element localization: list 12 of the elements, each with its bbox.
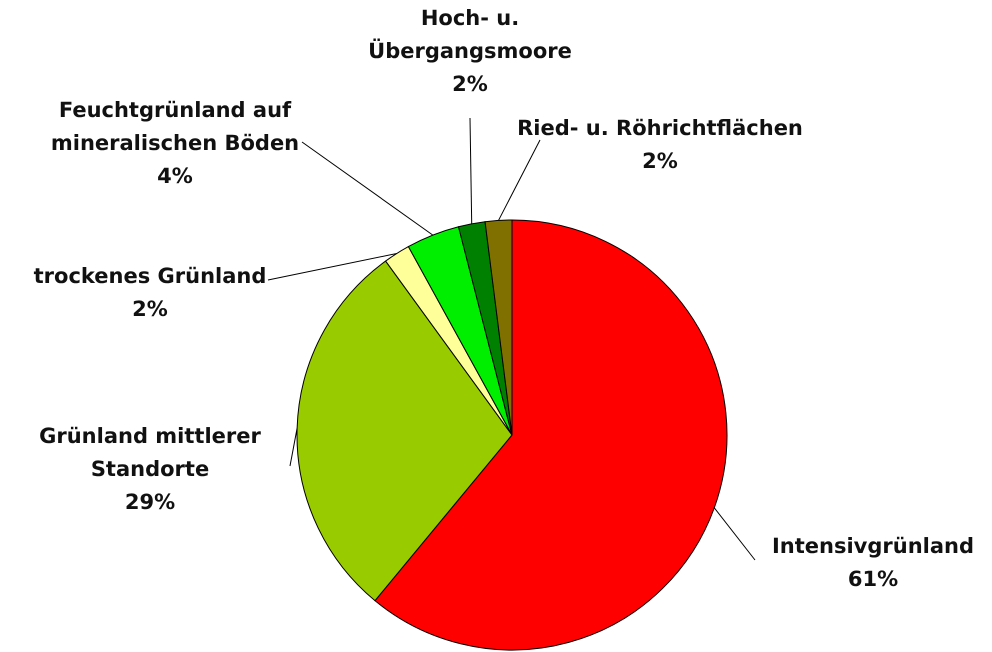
data-label: 29%	[124, 490, 176, 514]
data-label: 2%	[642, 149, 678, 173]
slice-label: trockenes Grünland	[34, 264, 266, 288]
data-label: 61%	[848, 567, 898, 591]
data-label: 4%	[157, 164, 193, 188]
slice-label: Ried- u. Röhrichtflächen	[517, 116, 803, 140]
legend-label: Grünland mittlerer Standorte	[39, 424, 262, 481]
data-label: 2%	[132, 297, 168, 321]
slice-label: Intensivgrünland	[772, 534, 974, 558]
data-label: 2%	[452, 72, 488, 96]
slice-label: Feuchtgrünland auf mineralischen Böden	[50, 98, 300, 155]
slice-label: Hoch- u. Übergangsmoore	[368, 6, 572, 63]
